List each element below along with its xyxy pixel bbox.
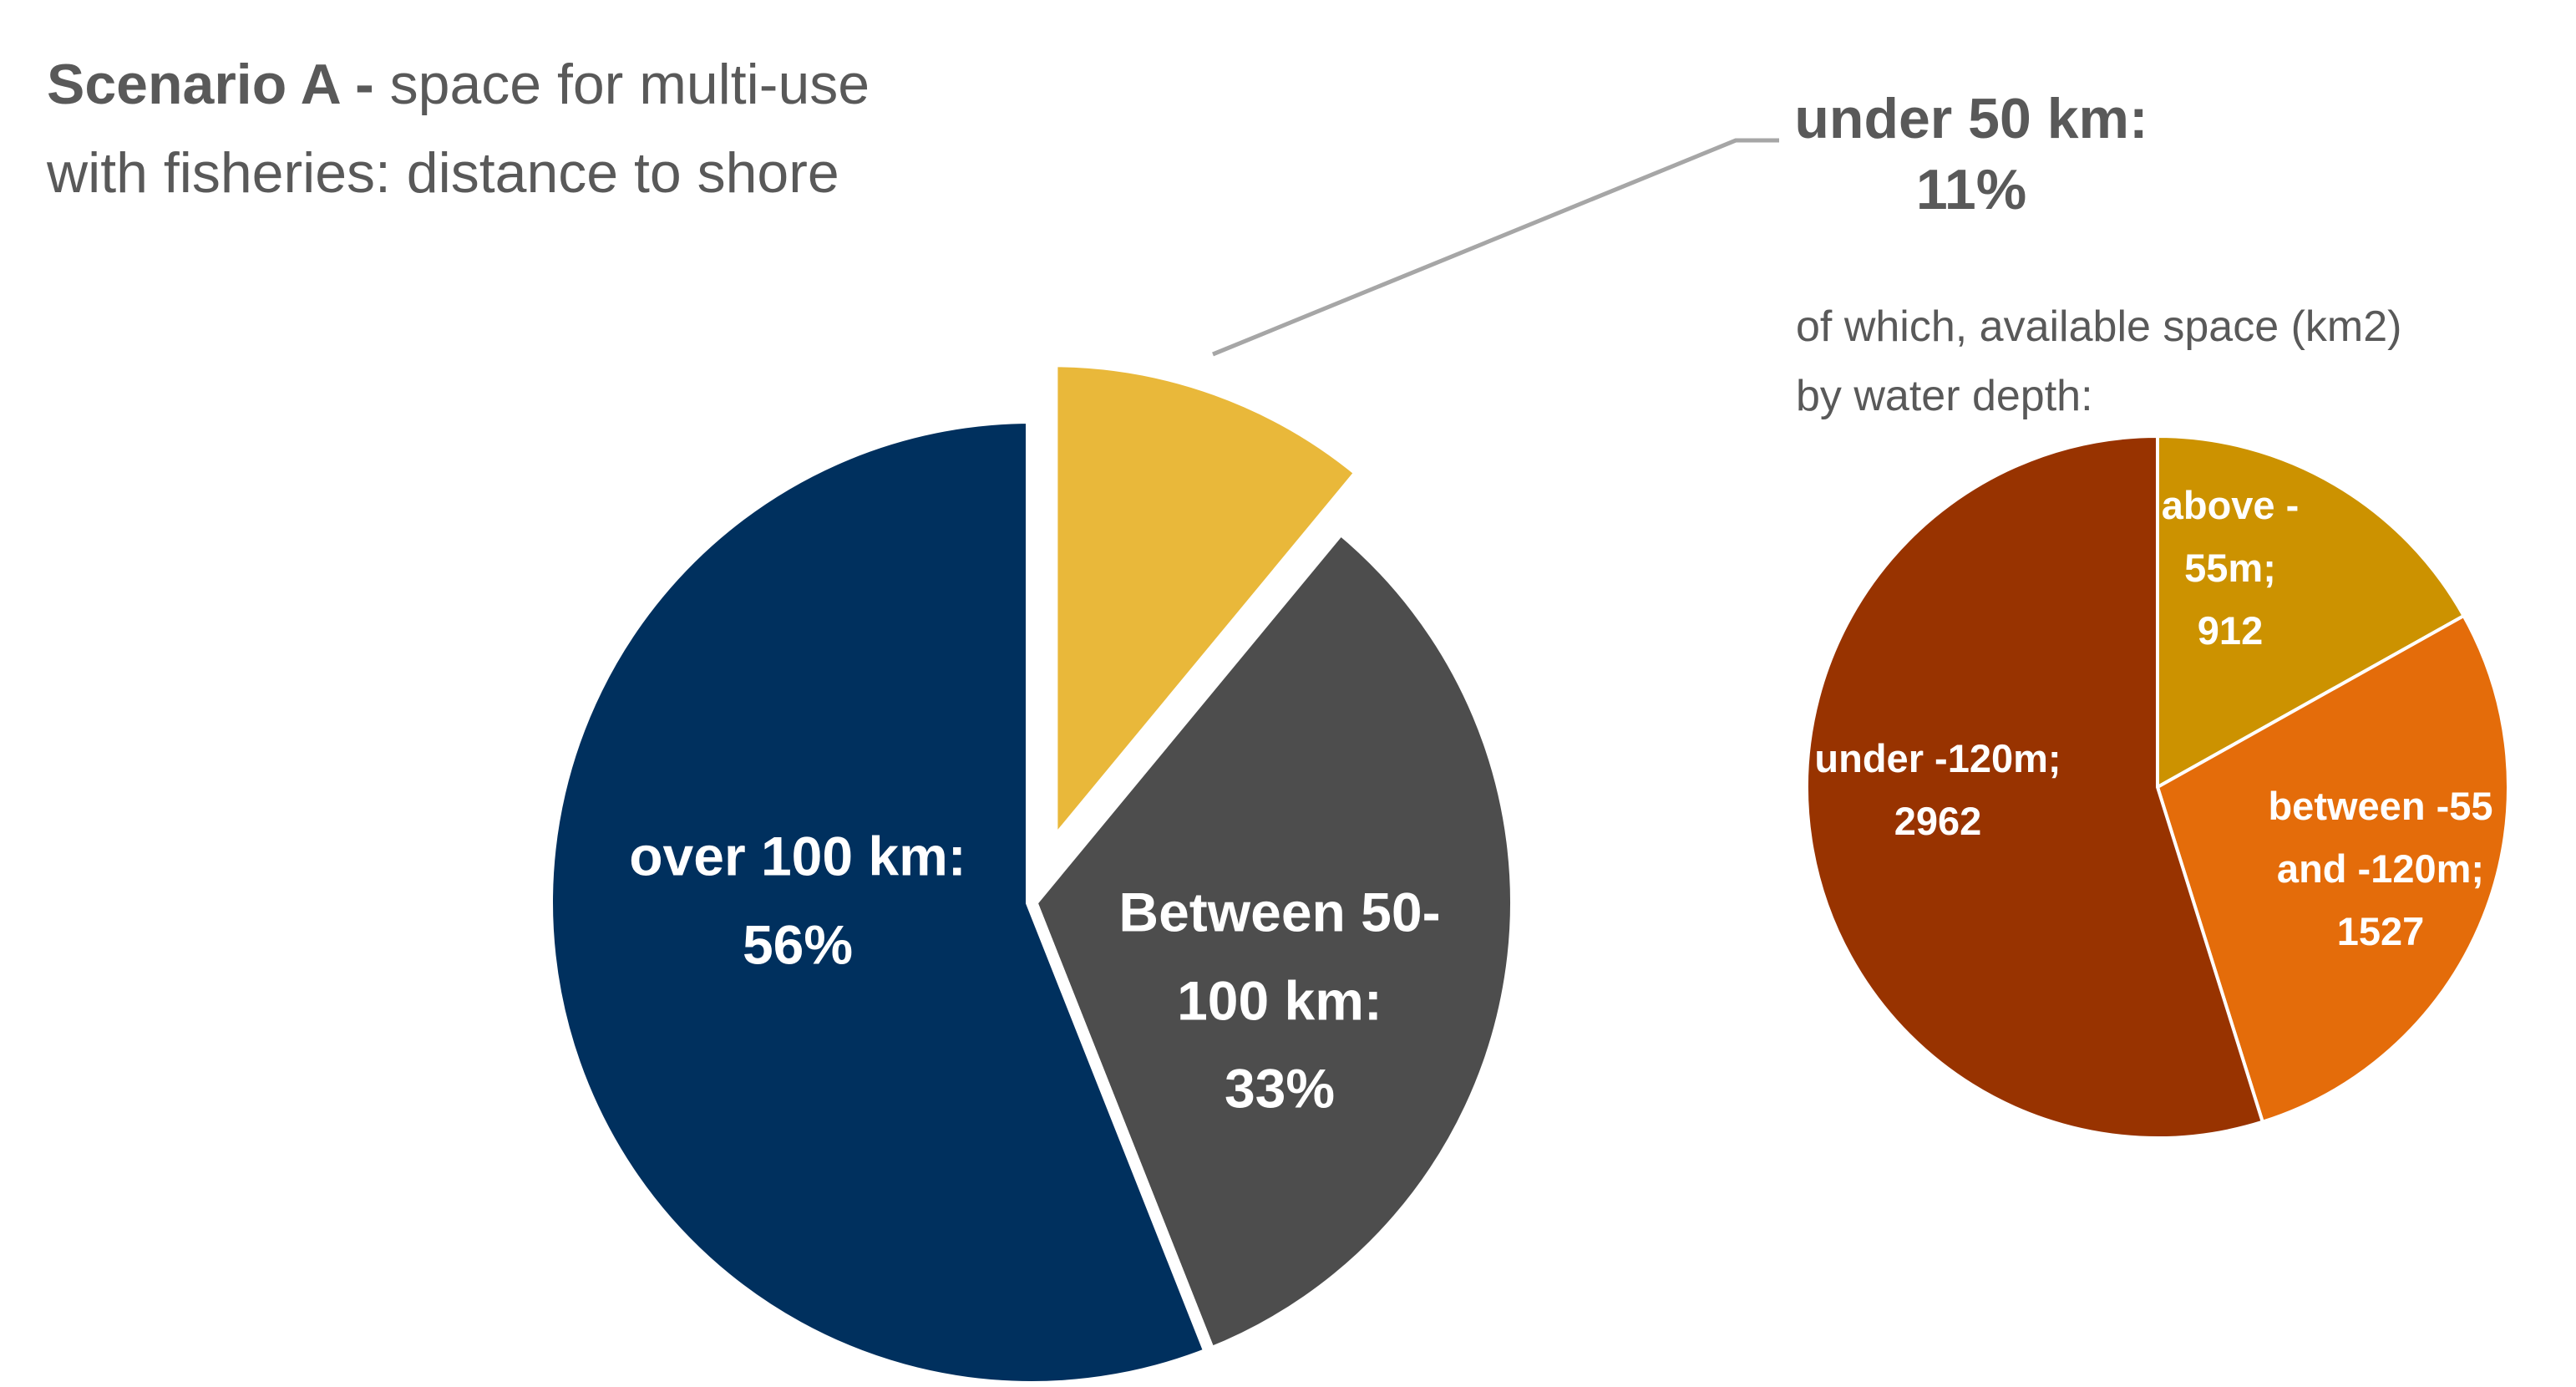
slice-label-line: 1527 <box>2336 909 2425 954</box>
slice-label-line: 33% <box>1224 1057 1336 1120</box>
pie-slice-under-120m <box>1805 434 2265 1140</box>
slice-label-under-120m: under -120m; 2962 <box>1814 727 2061 852</box>
chart-title-line-2: with fisheries: distance to shore <box>47 141 839 205</box>
slice-label-line: Between 50- <box>1118 881 1441 943</box>
slice-label-line: 912 <box>2197 608 2264 653</box>
pie-slice-under-50-km <box>1046 355 1369 862</box>
callout-under-50km: under 50 km: 11% <box>1771 84 2172 226</box>
slice-label-line: 100 km: <box>1177 969 1382 1032</box>
slice-label-line: 55m; <box>2184 546 2276 591</box>
chart-title-rest: space for multi-use <box>373 53 870 116</box>
slice-label-above-55m: above - 55m; 912 <box>2162 474 2300 663</box>
slice-label-line: above - <box>2161 483 2300 528</box>
slice-label-line: 2962 <box>1894 799 1982 843</box>
slice-label-between-50-100km: Between 50- 100 km: 33% <box>1118 869 1440 1134</box>
callout-value: 11% <box>1915 158 2027 221</box>
slice-label-over-100km: over 100 km: 56% <box>629 812 966 988</box>
sub-chart-note-line-2: by water depth: <box>1796 372 2093 421</box>
slice-label-line: 56% <box>742 913 854 975</box>
slice-label-line: and -120m; <box>2276 846 2485 892</box>
slice-label-line: over 100 km: <box>629 825 966 887</box>
distance-pie <box>541 355 1522 1387</box>
pie-slice-above-55m <box>2156 434 2467 790</box>
pie-slice-between-50-100-km <box>1024 521 1522 1361</box>
depth-pie <box>1805 434 2510 1140</box>
chart-title-bold: Scenario A - <box>47 53 374 116</box>
chart-title-line-1: Scenario A - space for multi-use <box>47 52 870 117</box>
slice-label-between-55-120m: between -55 and -120m; 1527 <box>2268 775 2492 963</box>
sub-chart-note: of which, available space (km2) by water… <box>1796 292 2401 431</box>
pie-slice-over-100-km <box>541 411 1218 1387</box>
slice-label-line: between -55 <box>2268 784 2493 829</box>
callout-label: under 50 km: <box>1794 87 2148 150</box>
slice-label-line: under -120m; <box>1814 735 2061 780</box>
sub-chart-note-line-1: of which, available space (km2) <box>1796 302 2402 351</box>
callout-leader-line <box>1212 138 1779 357</box>
pie-slice-between-55-and-120m <box>2155 613 2510 1125</box>
